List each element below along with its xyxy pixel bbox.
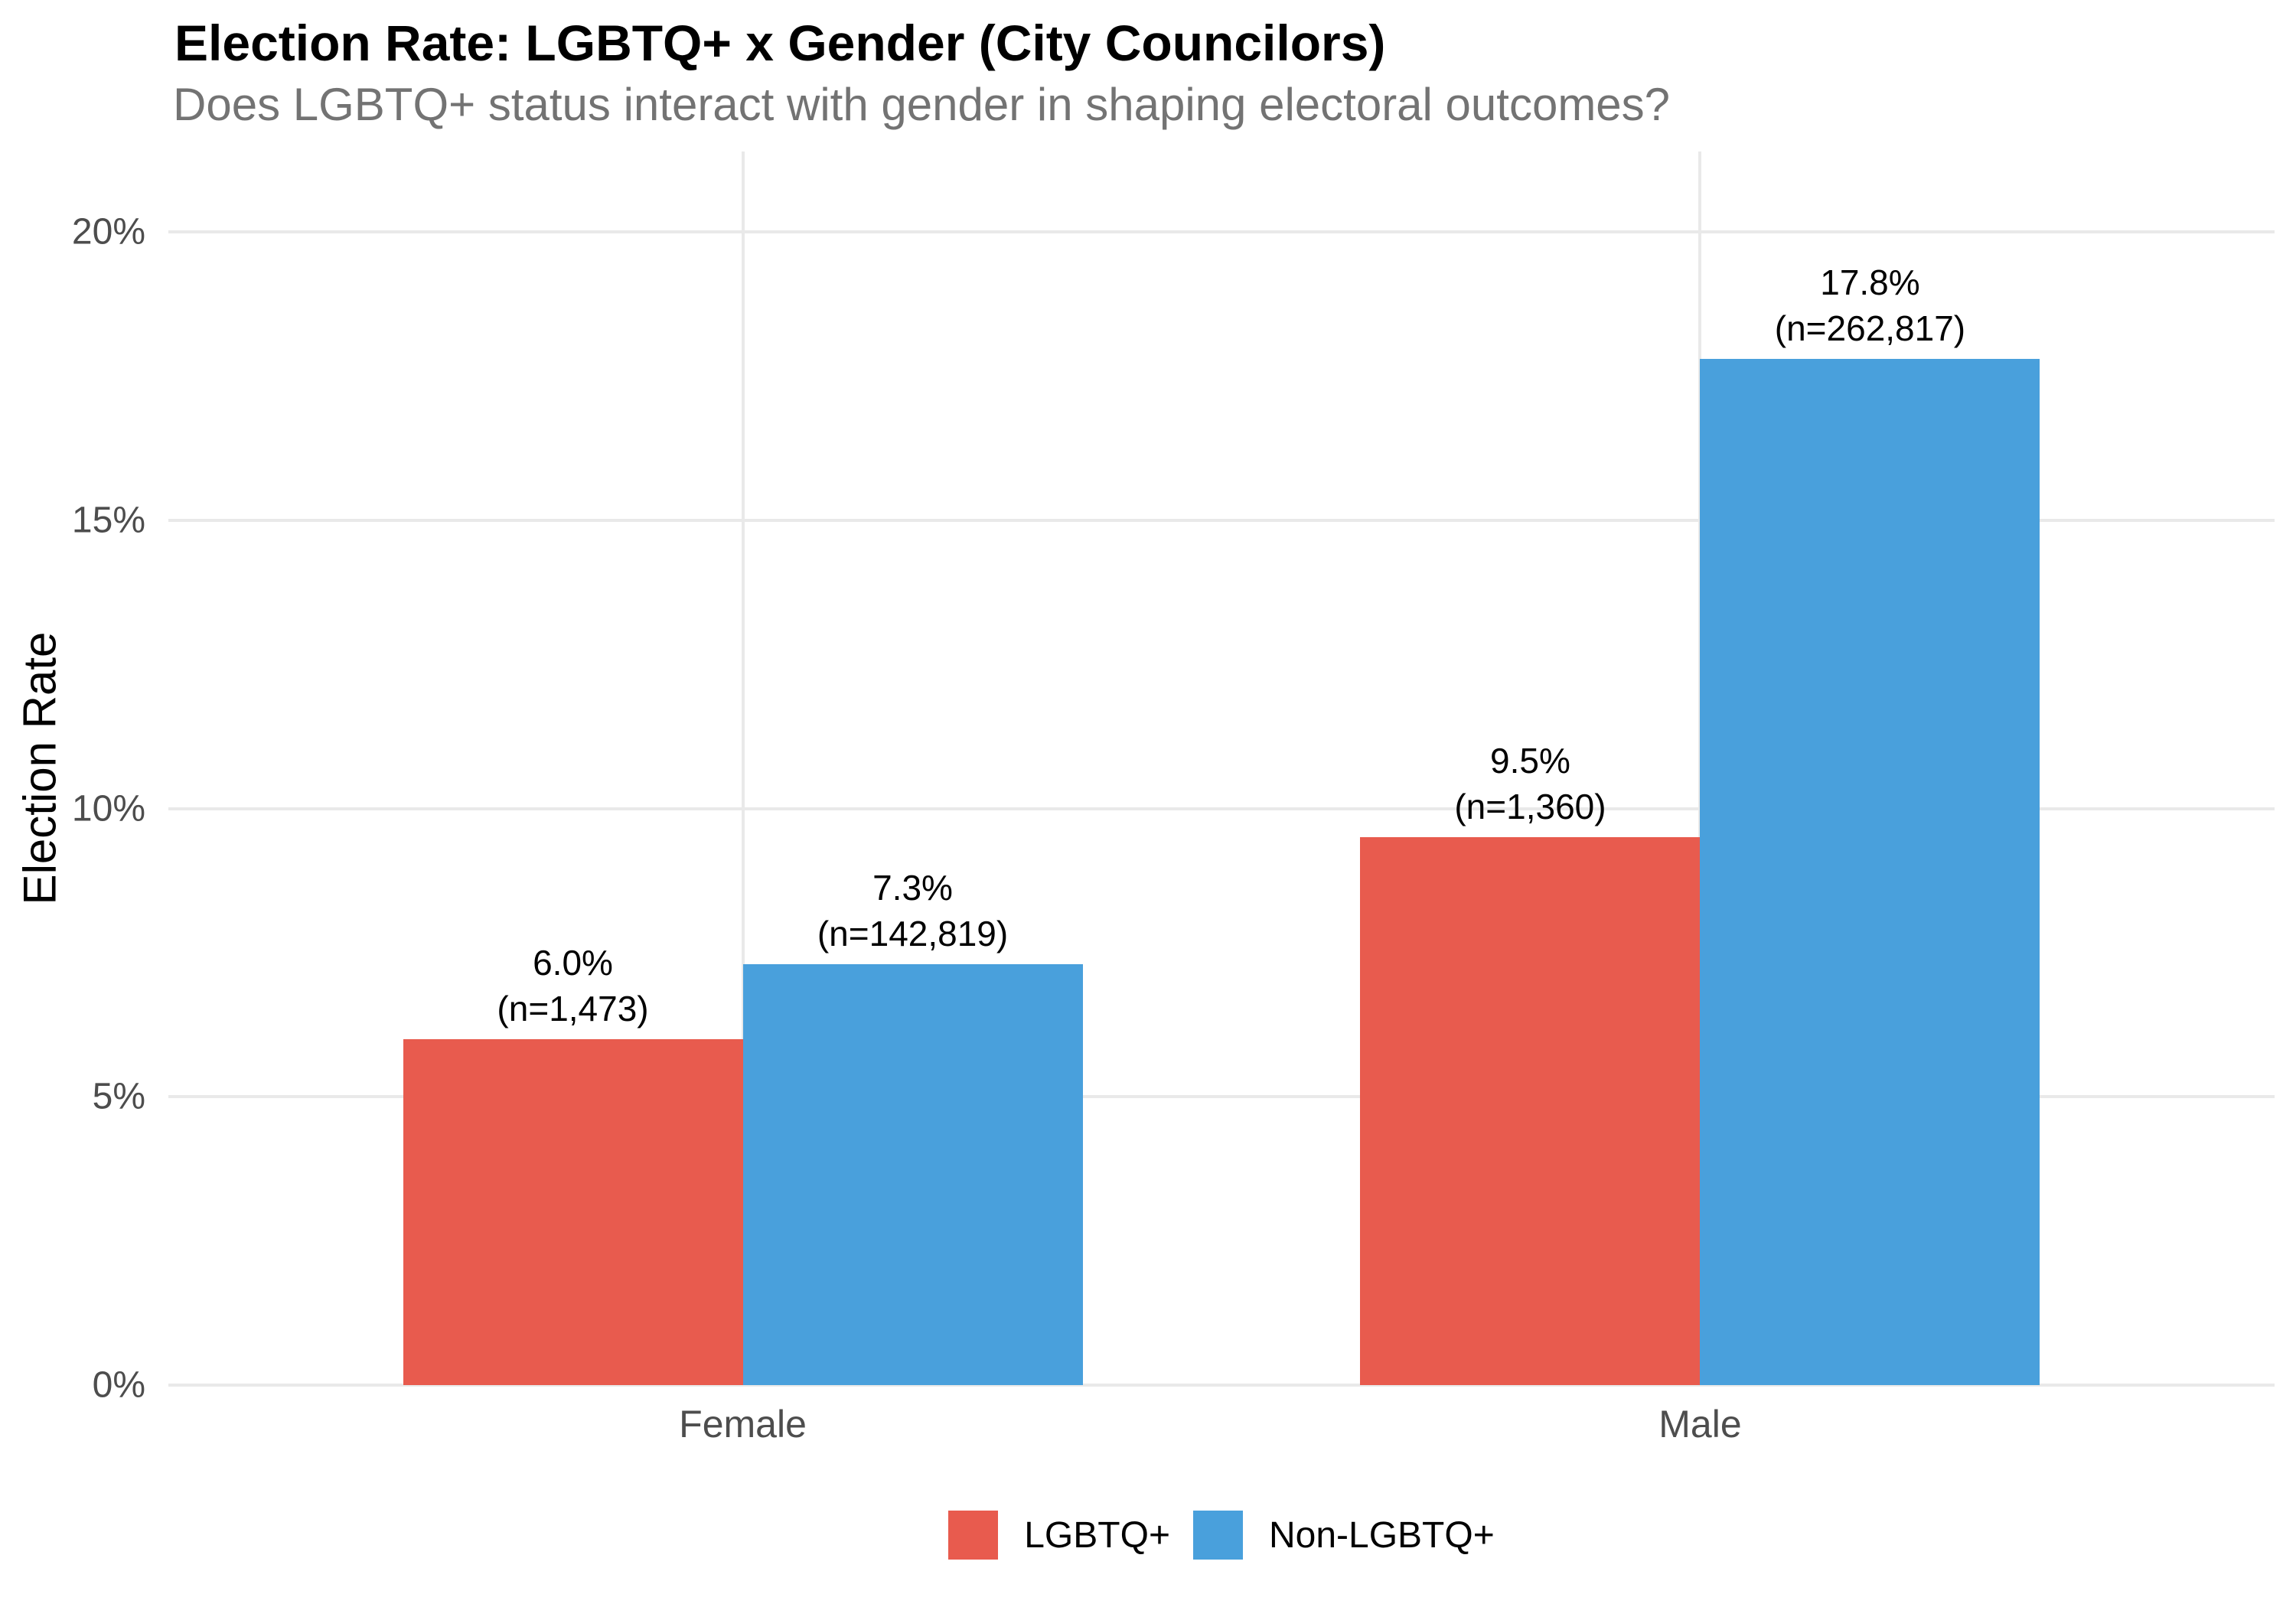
- bar-male-lgbtq+: [1360, 837, 1701, 1385]
- gridline-horizontal: [168, 230, 2275, 234]
- bar-label-line: (n=1,473): [497, 989, 649, 1029]
- x-tick-label: Female: [679, 1403, 807, 1446]
- y-axis-title: Election Rate: [14, 631, 66, 905]
- legend-item: LGBTQ+: [948, 1511, 1170, 1560]
- bar-value-label: 6.0% (n=1,473): [497, 940, 648, 1032]
- bar-value-label: 17.8% (n=262,817): [1775, 259, 1965, 351]
- bar-label-line: (n=262,817): [1774, 308, 1966, 349]
- legend-item: Non-LGBTQ+: [1192, 1511, 1495, 1560]
- y-tick-label: 10%: [71, 788, 145, 830]
- bar-label-line: (n=142,819): [817, 914, 1009, 954]
- y-tick-label: 15%: [71, 500, 145, 541]
- bar-label-line: 17.8%: [1820, 262, 1920, 303]
- gridline-horizontal: [168, 519, 2275, 523]
- gridline-vertical: [741, 152, 745, 1385]
- bar-label-line: 6.0%: [533, 943, 613, 983]
- bar-female-lgbtq+: [403, 1039, 743, 1385]
- bar-value-label: 7.3% (n=142,819): [817, 865, 1008, 957]
- bar-label-line: 7.3%: [872, 868, 953, 908]
- bar-male-non-lgbtq+: [1700, 359, 2040, 1385]
- bar-value-label: 9.5% (n=1,360): [1454, 738, 1606, 830]
- legend-label: Non-LGBTQ+: [1268, 1514, 1495, 1556]
- legend: LGBTQ+ Non-LGBTQ+: [168, 1511, 2275, 1560]
- legend-swatch: [948, 1511, 999, 1560]
- legend-label: LGBTQ+: [1024, 1514, 1170, 1556]
- legend-swatch: [1192, 1511, 1243, 1560]
- bar-label-line: (n=1,360): [1454, 787, 1606, 827]
- y-tick-label: 20%: [71, 211, 145, 253]
- gridline-horizontal: [168, 807, 2275, 810]
- gridline-horizontal: [168, 1384, 2275, 1387]
- gridline-horizontal: [168, 1095, 2275, 1099]
- chart-subtitle: Does LGBTQ+ status interact with gender …: [173, 79, 1671, 130]
- y-tick-label: 5%: [92, 1076, 145, 1117]
- bar-label-line: 9.5%: [1490, 741, 1570, 781]
- bar-female-non-lgbtq+: [742, 964, 1083, 1385]
- y-tick-label: 0%: [92, 1364, 145, 1406]
- x-tick-label: Male: [1658, 1403, 1742, 1446]
- chart-title: Election Rate: LGBTQ+ x Gender (City Cou…: [174, 15, 1386, 71]
